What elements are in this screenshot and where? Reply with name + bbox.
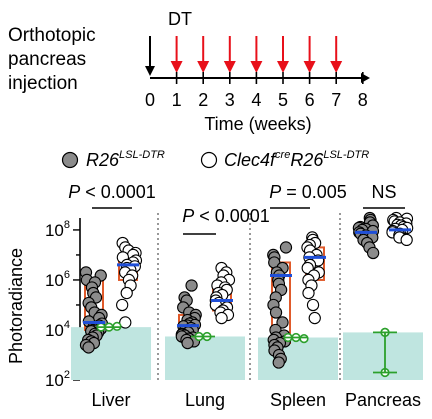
point-clec4f	[306, 298, 320, 312]
point-r26	[269, 306, 283, 319]
legend-1-sup: cre	[275, 149, 290, 161]
background-bars	[71, 327, 423, 380]
dt-arrow-head	[170, 61, 183, 73]
point-r26	[279, 241, 293, 254]
background-bar	[71, 327, 151, 380]
significance-label: P = 0.005	[269, 182, 347, 202]
dt-label: DT	[168, 9, 192, 29]
timeline-tick-label: 3	[225, 90, 235, 110]
y-tick-exponent: 4	[64, 319, 70, 331]
significance-annotations: P < 0.0001 P < 0.0001 P = 0.005 NS	[68, 182, 405, 235]
x-tick-label: Pancreas	[345, 390, 421, 410]
point-clec4f	[119, 316, 132, 329]
timeline-axis-title: Time (weeks)	[204, 114, 311, 134]
y-tick-exponent: 2	[64, 369, 70, 381]
medians	[83, 228, 411, 374]
timeline-tick-label: 8	[358, 90, 368, 110]
background-point	[299, 334, 309, 344]
legend-1-main2: R26	[290, 150, 324, 170]
point-clec4f	[120, 286, 133, 300]
legend-marker-white	[200, 151, 218, 169]
y-tick-label: 104	[45, 319, 70, 340]
point-clec4f	[302, 286, 315, 300]
significance-label: P < 0.0001	[182, 206, 270, 226]
timeline-tick-label: 6	[305, 90, 315, 110]
dt-arrow-head	[330, 61, 343, 73]
point-clec4f	[215, 311, 228, 325]
y-tick-label: 102	[45, 369, 70, 390]
point-r26	[272, 356, 285, 369]
point-clec4f	[308, 311, 321, 325]
significance-label: NS	[371, 182, 396, 202]
legend-1-sup2: LSL-DTR	[323, 149, 369, 161]
point-r26	[181, 336, 194, 350]
y-tick-label: 106	[45, 269, 70, 290]
dt-arrow-head	[303, 61, 316, 73]
background-bar	[165, 336, 245, 380]
x-tick-label: Liver	[91, 390, 130, 410]
p-symbol: P	[182, 206, 194, 226]
y-tick-exponent: 6	[64, 269, 70, 281]
timeline-start-label: Orthotopic pancreas injection	[8, 25, 101, 94]
legend: R26LSL-DTR Clec4fcreR26LSL-DTR	[61, 149, 369, 170]
legend-label-1: Clec4fcreR26LSL-DTR	[224, 149, 369, 170]
dt-arrow-head	[277, 61, 289, 73]
y-tick-exponent: 8	[64, 219, 70, 231]
timeline-tick-label: 1	[172, 90, 182, 110]
x-tick-label: Lung	[185, 390, 225, 410]
timeline-start-line-3: injection	[8, 73, 78, 94]
timeline-tick-label: 4	[251, 90, 261, 110]
p-symbol: P	[68, 182, 80, 202]
dt-arrow-head	[250, 61, 263, 73]
y-tick-label: 108	[45, 219, 70, 240]
legend-0-sup: LSL-DTR	[119, 149, 165, 161]
x-tick-labels: Liver Lung Spleen Pancreas	[91, 390, 421, 410]
point-r26	[82, 341, 95, 354]
legend-0-main: R26	[86, 150, 120, 170]
legend-marker-gray	[61, 151, 79, 169]
x-tick-label: Spleen	[270, 390, 326, 410]
timeline-start-line-2: pancreas	[8, 49, 86, 70]
timeline-tick-label: 0	[145, 90, 155, 110]
y-axis-title: Photoradiance	[6, 248, 26, 364]
legend-label-0: R26LSL-DTR	[86, 149, 165, 170]
dt-arrow-head	[223, 61, 236, 73]
significance-label: P < 0.0001	[68, 182, 156, 202]
dt-arrow-head	[197, 61, 210, 73]
timeline-tick-label: 2	[198, 90, 208, 110]
point-clec4f	[400, 233, 413, 247]
p-symbol: P	[269, 182, 281, 202]
dt-arrows	[170, 36, 343, 73]
timeline-tick-label: 5	[278, 90, 288, 110]
legend-1-main: Clec4f	[224, 150, 277, 170]
data-points	[79, 211, 414, 378]
point-r26	[185, 279, 198, 292]
injection-arrow-head	[145, 66, 155, 76]
point-r26	[276, 316, 289, 329]
timeline-start-line-1: Orthotopic	[8, 25, 96, 46]
point-clec4f	[116, 298, 129, 312]
point-r26	[366, 246, 380, 260]
timeline-tick-label: 7	[331, 90, 341, 110]
